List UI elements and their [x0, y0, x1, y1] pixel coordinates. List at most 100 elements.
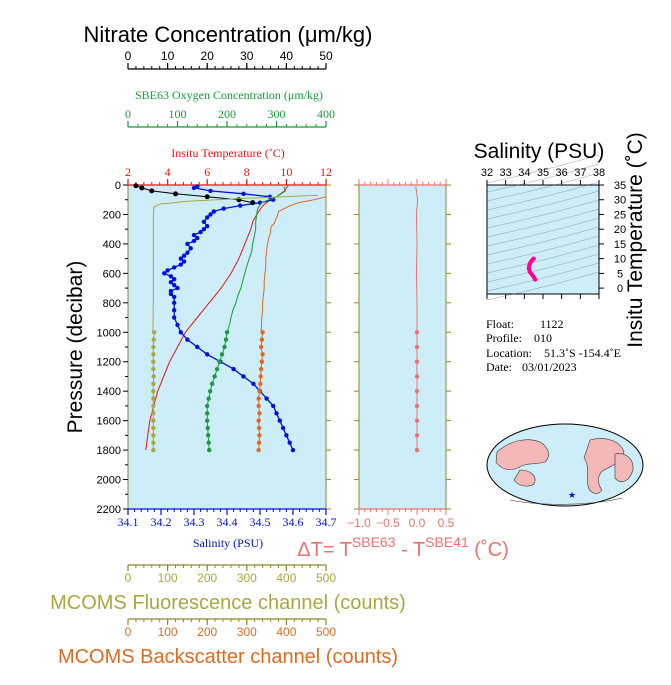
profile-salinity-point — [168, 274, 174, 279]
profile-salinity-point — [198, 229, 203, 235]
backscatter-tick-label: 100 — [158, 625, 178, 639]
profile-backscatter-point — [257, 433, 262, 438]
profile-oxygen-point — [205, 411, 210, 416]
backscatter-tick-label: 200 — [197, 625, 217, 639]
ts-isopycnal — [486, 208, 600, 238]
backscatter-tick-label: 300 — [237, 625, 257, 639]
profile-salinity-point — [175, 285, 180, 291]
date-value: 03/01/2023 — [522, 360, 577, 374]
delta-delta-point — [414, 330, 420, 335]
map-antarctica — [509, 497, 623, 505]
pressure-tick-label: 200 — [103, 209, 121, 221]
profile-salinity-point — [205, 215, 210, 220]
map-asia — [495, 439, 549, 470]
backscatter-tick-label: 400 — [276, 625, 296, 639]
profile-backscatter-point — [258, 366, 264, 372]
ts-temperature-tick-label: 25 — [614, 209, 626, 221]
oxygen-tick-label: 200 — [218, 107, 236, 121]
profile-oxygen-line — [226, 186, 286, 333]
profile-oxygen-point — [224, 330, 230, 335]
salinity-tick-label: 34.4 — [217, 515, 238, 529]
main-plot-area — [127, 184, 327, 510]
profile-salinity-point — [178, 262, 183, 267]
ts-salinity-tick-label: 36 — [556, 167, 568, 179]
profile-salinity-point — [178, 256, 183, 261]
ts-isopycnal — [486, 262, 600, 292]
temperature-tick-label: 2 — [125, 165, 131, 179]
profile-fluorescence-point — [151, 337, 156, 342]
profile-salinity-point — [162, 271, 167, 276]
profile-nitrate-point — [204, 194, 210, 200]
nitrate-tick-label: 0 — [125, 49, 132, 63]
profile-salinity-point — [191, 232, 197, 238]
profile-salinity-point — [274, 411, 279, 416]
delta-tick-label: −1.0 — [347, 516, 371, 530]
delta-delta-point — [414, 447, 420, 453]
ts-temperature-tick-label: 30 — [614, 195, 626, 207]
profile-salinity-point — [271, 403, 276, 409]
ts-salinity-axis-label: Salinity (PSU) — [474, 140, 605, 163]
profile-salinity-point — [284, 433, 289, 438]
profile-salinity-point — [168, 291, 174, 297]
oxygen-tick-label: 0 — [125, 107, 131, 121]
profile-backscatter-point — [258, 381, 263, 387]
ts-temperature-axis-label: Insitu Temperature (˚C) — [624, 132, 647, 348]
nitrate-tick-label: 40 — [280, 49, 294, 63]
profile-salinity-point — [201, 226, 207, 232]
profile-salinity-point — [205, 352, 210, 357]
profile-backscatter-point — [256, 425, 262, 431]
location-value: 51.3˚S -154.4˚E — [544, 346, 621, 360]
fluorescence-tick-label: 200 — [197, 571, 217, 585]
profile-salinity-point — [201, 219, 207, 225]
profile-fluorescence-point — [151, 396, 156, 401]
ts-temperature-tick-label: 10 — [614, 254, 626, 266]
pressure-tick-label: 1200 — [97, 357, 121, 369]
profile-salinity-point — [238, 203, 243, 208]
oxygen-axis-label: SBE63 Oxygen Concentration (μm/kg) — [135, 88, 323, 102]
nitrate-tick-label: 20 — [201, 49, 215, 63]
ts-salinity-tick-label: 38 — [593, 167, 605, 179]
float-label: Float: — [486, 317, 514, 331]
pressure-tick-label: 1800 — [97, 445, 121, 457]
pressure-tick-label: 600 — [103, 268, 121, 280]
pressure-axis-label: Pressure (decibar) — [64, 261, 87, 434]
profile-fluorescence-point — [151, 330, 157, 335]
profile-backscatter-point — [257, 411, 262, 416]
salinity-tick-label: 34.6 — [283, 515, 304, 529]
ts-isopycnal — [486, 172, 600, 202]
ts-salinity-tick-label: 33 — [500, 167, 512, 179]
profile-salinity-point — [221, 206, 226, 211]
profile-fluorescence-point — [151, 374, 156, 379]
profile-salinity-point — [188, 246, 193, 251]
fluorescence-tick-label: 100 — [158, 571, 178, 585]
ts-point — [527, 269, 532, 274]
profile-salinity-point — [208, 188, 213, 194]
ts-isopycnal — [486, 226, 600, 256]
ts-temperature-tick-label: 0 — [617, 283, 623, 295]
map-americas — [583, 438, 625, 494]
map-australia — [513, 469, 536, 487]
ts-isopycnal — [486, 253, 600, 283]
profile-salinity-point — [287, 440, 292, 445]
ts-salinity-tick-label: 35 — [537, 167, 549, 179]
profile-salinity-point — [290, 447, 296, 453]
profile-fluorescence-point — [151, 418, 156, 423]
nitrate-tick-label: 50 — [319, 49, 333, 63]
delta-tick-label: 0.0 — [409, 516, 426, 530]
profile-salinity-point — [172, 307, 177, 313]
world-map: ★ — [486, 423, 644, 507]
profile-backscatter-point — [256, 396, 261, 401]
salinity-axis-label: Salinity (PSU) — [193, 536, 263, 550]
nitrate-tick-label: 30 — [240, 49, 254, 63]
ts-isopycnal — [486, 271, 600, 301]
profile-fluorescence-point — [151, 352, 156, 357]
delta-tick-label: 0.5 — [438, 516, 455, 530]
nitrate-tick-label: 10 — [161, 49, 175, 63]
pressure-tick-label: 1400 — [97, 386, 121, 398]
ts-temperature-tick-label: 20 — [614, 224, 626, 236]
temperature-tick-label: 10 — [280, 165, 292, 179]
pressure-tick-label: 400 — [103, 239, 121, 251]
profile-oxygen-point — [209, 381, 215, 387]
fluorescence-tick-label: 0 — [125, 571, 132, 585]
